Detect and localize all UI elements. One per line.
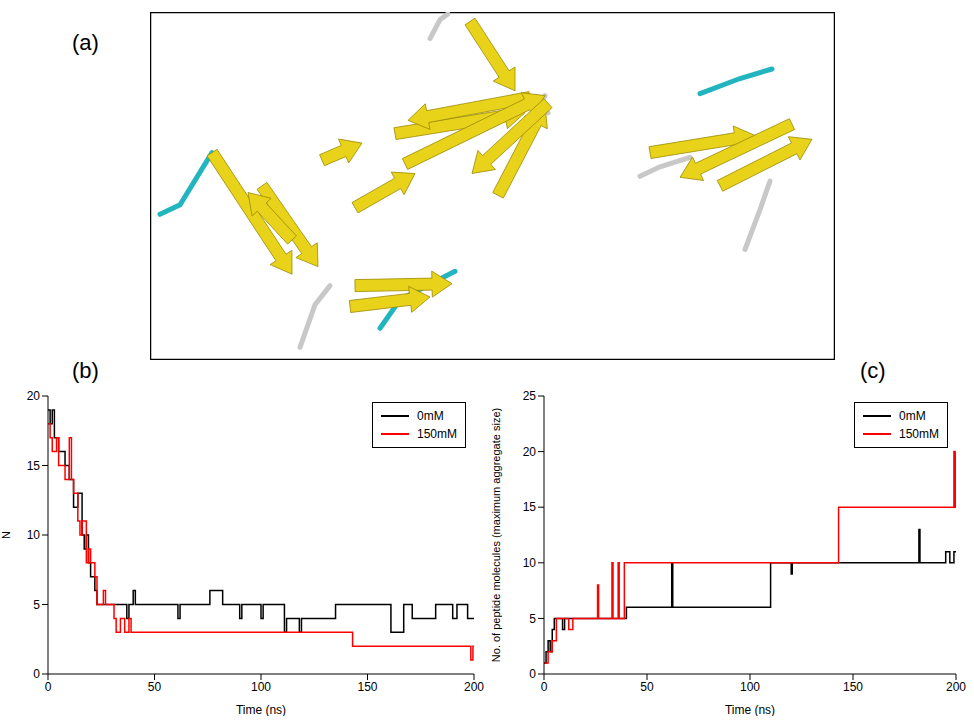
svg-text:150: 150 <box>357 680 377 694</box>
html-text:(a): (a) <box>72 30 99 55</box>
svg-text:50: 50 <box>148 680 162 694</box>
svg-text:15: 15 <box>523 500 537 514</box>
svg-text:N: N <box>0 531 12 539</box>
html-text:150mM: 150mM <box>899 427 939 441</box>
svg-text:200: 200 <box>464 680 484 694</box>
svg-text:100: 100 <box>251 680 271 694</box>
html-text:0mM: 0mM <box>417 409 444 423</box>
svg-text:25: 25 <box>523 389 537 403</box>
html-text:(b): (b) <box>72 358 99 383</box>
svg-text:150: 150 <box>843 680 863 694</box>
svg-text:0: 0 <box>529 667 536 681</box>
html-text:150mM: 150mM <box>417 427 457 441</box>
svg-text:Time (ns): Time (ns) <box>725 703 775 716</box>
svg-text:50: 50 <box>640 680 654 694</box>
svg-text:15: 15 <box>27 459 41 473</box>
svg-text:0: 0 <box>33 667 40 681</box>
svg-text:100: 100 <box>740 680 760 694</box>
svg-text:5: 5 <box>33 598 40 612</box>
svg-text:0: 0 <box>45 680 52 694</box>
svg-text:0: 0 <box>541 680 548 694</box>
html-text:(c): (c) <box>860 358 886 383</box>
svg-text:No. of peptide molecules (maxi: No. of peptide molecules (maximum aggreg… <box>490 408 502 662</box>
svg-text:200: 200 <box>946 680 966 694</box>
svg-text:5: 5 <box>529 612 536 626</box>
svg-text:20: 20 <box>523 445 537 459</box>
svg-text:10: 10 <box>27 528 41 542</box>
svg-text:Time (ns): Time (ns) <box>236 703 286 716</box>
svg-text:20: 20 <box>27 389 41 403</box>
svg-text:10: 10 <box>523 556 537 570</box>
html-text:0mM: 0mM <box>899 409 926 423</box>
